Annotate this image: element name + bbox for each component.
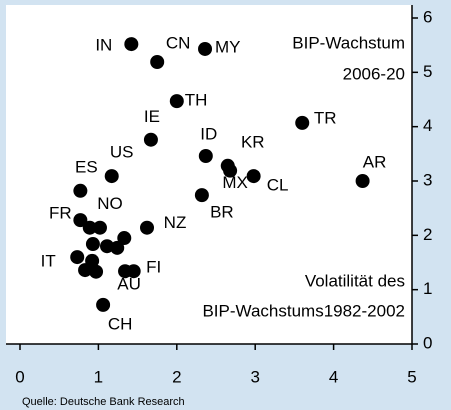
point-label: KR: [241, 132, 265, 151]
annotation: BIP-Wachstum: [292, 33, 405, 52]
point-label: MY: [215, 37, 241, 56]
point: [124, 37, 139, 52]
annotation: Volatilität des: [305, 271, 405, 290]
point-label: US: [110, 143, 134, 162]
y-tick-label: 0: [423, 333, 432, 352]
point: [78, 263, 93, 278]
x-tick-label: 0: [15, 367, 24, 386]
source: Quelle: Deutsche Bank Research: [22, 396, 185, 408]
point-label: CL: [267, 176, 289, 195]
point-label: IE: [144, 107, 160, 126]
point-label: NO: [97, 194, 123, 213]
point: [89, 264, 104, 279]
point: [194, 188, 209, 203]
point: [85, 237, 100, 252]
point-label: AU: [117, 275, 141, 294]
annotation: BIP-Wachstums1982-2002: [202, 301, 405, 320]
point: [104, 169, 119, 184]
annotation: 2006-20: [343, 64, 405, 83]
point: [295, 115, 310, 130]
point-label: IN: [95, 36, 112, 55]
x-tick-label: 3: [250, 367, 259, 386]
point: [169, 94, 184, 109]
point: [92, 220, 107, 235]
point: [82, 220, 97, 235]
y-tick-label: 1: [423, 279, 432, 298]
point: [140, 220, 155, 235]
point-label: CH: [108, 314, 133, 333]
y-tick-label: 4: [423, 116, 432, 135]
point: [246, 169, 261, 184]
point: [198, 41, 213, 56]
y-tick-label: 5: [423, 62, 432, 81]
y-tick-label: 3: [423, 170, 432, 189]
point-label: AR: [363, 152, 387, 171]
point: [150, 55, 165, 70]
point-label: ES: [75, 157, 98, 176]
x-tick-label: 4: [329, 367, 338, 386]
point-label: NZ: [164, 213, 187, 232]
point: [198, 149, 213, 164]
point-label: FI: [146, 258, 161, 277]
point: [126, 264, 141, 279]
point: [70, 250, 85, 265]
point: [73, 213, 88, 228]
plot-area: [6, 5, 412, 344]
point: [117, 231, 132, 246]
x-tick-label: 5: [407, 367, 416, 386]
point: [110, 240, 125, 255]
point-label: IT: [41, 252, 56, 271]
point-label: CN: [166, 33, 191, 52]
y-tick-label: 2: [423, 225, 432, 244]
point-label: TH: [185, 91, 208, 110]
point-label: ID: [200, 124, 217, 143]
point-label: FR: [49, 204, 72, 223]
point-label: BR: [210, 203, 234, 222]
point: [73, 183, 88, 198]
point: [143, 132, 158, 147]
point-label: TR: [314, 108, 337, 127]
x-tick-label: 2: [172, 367, 181, 386]
point-label: MX: [222, 173, 248, 192]
point: [355, 174, 370, 188]
x-tick-label: 1: [94, 367, 103, 386]
y-tick-label: 6: [423, 7, 432, 26]
point: [96, 297, 111, 312]
point: [223, 163, 238, 178]
